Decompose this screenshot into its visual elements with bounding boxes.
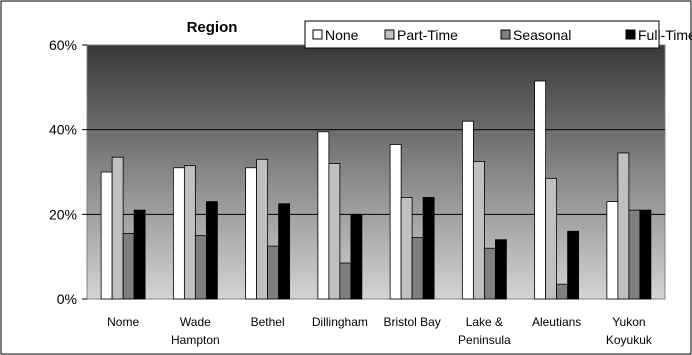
x-category-label: Yukon <box>612 315 645 329</box>
bar-seasonal <box>194 235 207 300</box>
bars <box>100 80 652 300</box>
bar-part-time <box>617 152 630 300</box>
legend-label-part-time: Part-Time <box>397 27 458 43</box>
legend-box <box>304 20 660 49</box>
x-category-label: Bethel <box>251 315 285 329</box>
bar-none <box>461 120 474 300</box>
bar-none <box>245 167 258 300</box>
bar-full-time <box>350 213 363 300</box>
bar-seasonal <box>483 247 496 300</box>
y-tick-label: 20% <box>49 206 77 222</box>
x-category-label: Bristol Bay <box>383 315 440 329</box>
bar-seasonal <box>411 237 424 300</box>
x-category-label: Peninsula <box>458 333 511 347</box>
legend-swatch-none <box>312 29 323 40</box>
bar-none <box>606 201 619 300</box>
bar-full-time <box>133 209 146 300</box>
legend-label-full-time: Full-Time <box>638 27 692 43</box>
bar-seasonal <box>267 245 280 300</box>
x-category-label: Hampton <box>171 333 220 347</box>
y-tick-label: 60% <box>49 37 77 53</box>
bar-part-time <box>472 161 485 300</box>
bar-part-time <box>400 196 413 300</box>
chart-title: Region <box>187 19 238 36</box>
bar-none <box>172 167 185 300</box>
bar-part-time <box>328 163 341 300</box>
y-tick-label: 0% <box>57 291 77 307</box>
bar-none <box>317 131 330 300</box>
y-tick-label: 40% <box>49 122 77 138</box>
bar-full-time <box>639 209 652 300</box>
legend-swatch-part-time <box>384 29 395 40</box>
bar-none <box>100 171 113 300</box>
legend-label-none: None <box>325 27 359 43</box>
bar-none <box>534 80 547 300</box>
legend: None Part-Time Seasonal Full-Time <box>304 20 692 49</box>
y-axis-ticks: 0% 20% 40% 60% <box>49 37 77 307</box>
x-category-label: Koyukuk <box>606 333 653 347</box>
bar-part-time <box>111 156 124 300</box>
x-category-label: Wade <box>180 315 211 329</box>
legend-label-seasonal: Seasonal <box>513 27 571 43</box>
bar-seasonal <box>122 232 135 300</box>
bar-seasonal <box>628 209 641 300</box>
bar-part-time <box>545 177 558 300</box>
bar-full-time <box>567 230 580 300</box>
bar-part-time <box>256 158 269 300</box>
bar-seasonal <box>556 283 569 300</box>
x-category-label: Aleutians <box>532 315 581 329</box>
bar-part-time <box>183 165 196 300</box>
legend-swatch-full-time <box>625 29 636 40</box>
bar-seasonal <box>339 262 352 300</box>
bar-full-time <box>278 203 291 300</box>
x-category-label: Lake & <box>466 315 503 329</box>
bar-full-time <box>494 239 507 300</box>
legend-swatch-seasonal <box>500 29 511 40</box>
bar-full-time <box>422 196 435 300</box>
x-axis-labels: Nome Wade Hampton Bethel Dillingham Bristol B… <box>107 315 653 347</box>
bar-none <box>389 144 402 300</box>
bar-full-time <box>205 201 218 300</box>
x-category-label: Dillingham <box>312 315 368 329</box>
x-category-label: Nome <box>107 315 139 329</box>
